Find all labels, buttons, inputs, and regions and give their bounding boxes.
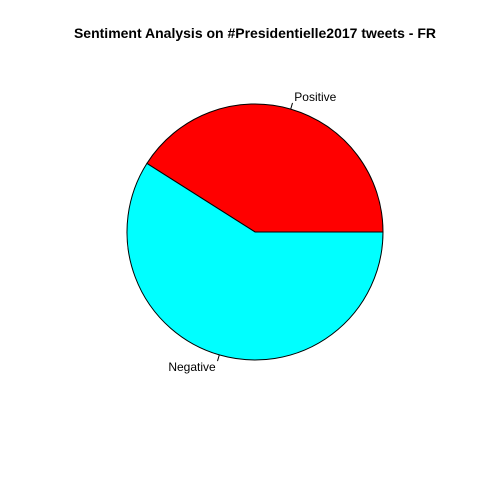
pie-label-negative: Negative (168, 360, 216, 374)
pie-slices (126, 103, 384, 361)
pie-slice-negative (126, 162, 384, 361)
pie-slice-positive (146, 103, 384, 233)
pie-leader-positive (290, 102, 293, 110)
pie-leader-negative (217, 354, 220, 362)
pie-label-positive: Positive (294, 90, 336, 104)
pie-labels: Positive Negative (168, 90, 336, 374)
chart-title: Sentiment Analysis on #Presidentielle201… (74, 25, 436, 41)
